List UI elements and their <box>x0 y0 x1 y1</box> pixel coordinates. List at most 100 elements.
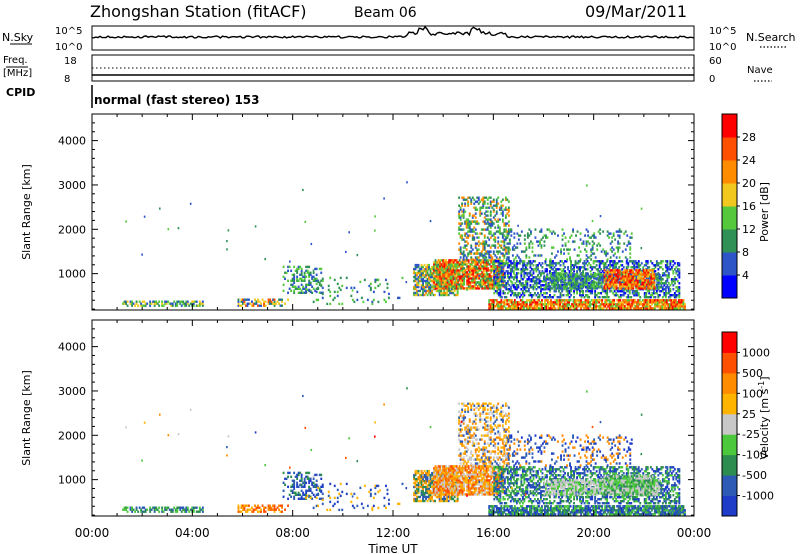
echo-cell <box>615 277 618 280</box>
echo-cell <box>520 272 523 275</box>
echo-cell <box>425 291 427 295</box>
echo-cell <box>527 290 530 293</box>
echo-cell <box>575 279 577 282</box>
echo-cell <box>512 301 515 304</box>
echo-cell <box>590 275 593 278</box>
echo-cell <box>624 269 627 272</box>
echo-cell <box>581 273 583 276</box>
echo-cell <box>614 238 617 241</box>
echo-cell <box>602 230 605 233</box>
echo-cell <box>563 281 565 284</box>
echo-cell <box>598 260 601 263</box>
echo-cell <box>578 301 581 304</box>
echo-cell <box>473 236 476 239</box>
echo-cell <box>667 266 670 269</box>
echo-cell <box>652 301 655 304</box>
echo-cell <box>311 285 314 288</box>
echo-cell <box>532 270 535 273</box>
echo-cell <box>414 483 417 487</box>
echo-cell <box>426 283 429 287</box>
echo-cell <box>398 502 401 506</box>
echo-cell <box>414 291 417 295</box>
echo-cell <box>246 304 249 307</box>
echo-cell <box>676 290 679 293</box>
echo-cell <box>499 272 502 275</box>
echo-cell <box>436 287 438 290</box>
echo-cell <box>613 264 616 267</box>
echo-cell <box>617 271 620 274</box>
echo-cell <box>593 277 596 280</box>
echo-cell <box>482 256 485 259</box>
echo-cell <box>484 283 487 286</box>
echo-cell <box>314 289 317 292</box>
echo-cell <box>642 283 645 286</box>
echo-cell <box>663 274 666 277</box>
echo-cell <box>475 263 478 266</box>
echo-cell <box>479 212 482 215</box>
echo-cell <box>483 246 486 249</box>
echo-cell <box>551 277 553 280</box>
echo-cell <box>536 301 539 304</box>
echo-cell <box>131 506 133 509</box>
echo-cell <box>588 290 590 293</box>
echo-cell <box>478 273 481 276</box>
echo-cell <box>451 273 454 276</box>
echo-cell <box>630 275 633 278</box>
echo-cell <box>588 242 591 245</box>
echo-cell <box>585 281 588 284</box>
echo-cell <box>495 210 498 213</box>
echo-cell <box>589 301 592 304</box>
echo-cell <box>457 265 460 268</box>
echo-cell <box>590 277 593 280</box>
echo-cell <box>582 275 585 278</box>
echo-cell <box>297 485 300 488</box>
echo-cell <box>560 307 563 310</box>
echo-cell <box>480 252 483 255</box>
echo-cell <box>507 228 510 231</box>
echo-cell <box>285 477 288 480</box>
echo-cell <box>356 254 359 257</box>
echo-cell <box>416 283 418 287</box>
echo-cell <box>478 277 481 280</box>
echo-cell <box>622 303 625 306</box>
echo-cell <box>511 282 514 285</box>
echo-cell <box>467 236 470 239</box>
echo-cell <box>496 287 499 290</box>
echo-cell <box>308 273 311 276</box>
echo-cell <box>513 301 516 304</box>
echo-cell <box>625 266 628 269</box>
echo-cell <box>183 510 186 513</box>
echo-cell <box>464 240 467 243</box>
echo-cell <box>665 303 668 306</box>
echo-cell <box>578 283 580 286</box>
echo-cell <box>655 301 658 304</box>
echo-cell <box>621 279 624 282</box>
echo-cell <box>326 302 329 306</box>
echo-cell <box>623 232 626 235</box>
echo-cell <box>419 289 421 293</box>
echo-cell <box>546 287 549 290</box>
echo-cell <box>534 282 536 285</box>
echo-cell <box>666 268 669 271</box>
echo-cell <box>646 305 649 308</box>
echo-cell <box>681 301 683 304</box>
echo-cell <box>609 273 612 276</box>
echo-cell <box>626 307 629 310</box>
echo-cell <box>554 275 556 278</box>
echo-cell <box>188 510 191 513</box>
echo-cell <box>568 303 570 306</box>
echo-cell <box>579 250 582 253</box>
echo-cell <box>506 264 509 267</box>
echo-cell <box>489 246 492 249</box>
echo-cell <box>257 304 259 307</box>
echo-cell <box>489 256 492 259</box>
echo-cell <box>608 275 611 278</box>
echo-cell <box>494 290 497 293</box>
echo-cell <box>673 296 676 299</box>
echo-cell <box>609 287 612 290</box>
echo-cell <box>600 277 603 280</box>
echo-cell <box>158 510 161 513</box>
echo-cell <box>676 307 679 310</box>
echo-cell <box>459 236 462 239</box>
echo-cell <box>252 304 255 307</box>
